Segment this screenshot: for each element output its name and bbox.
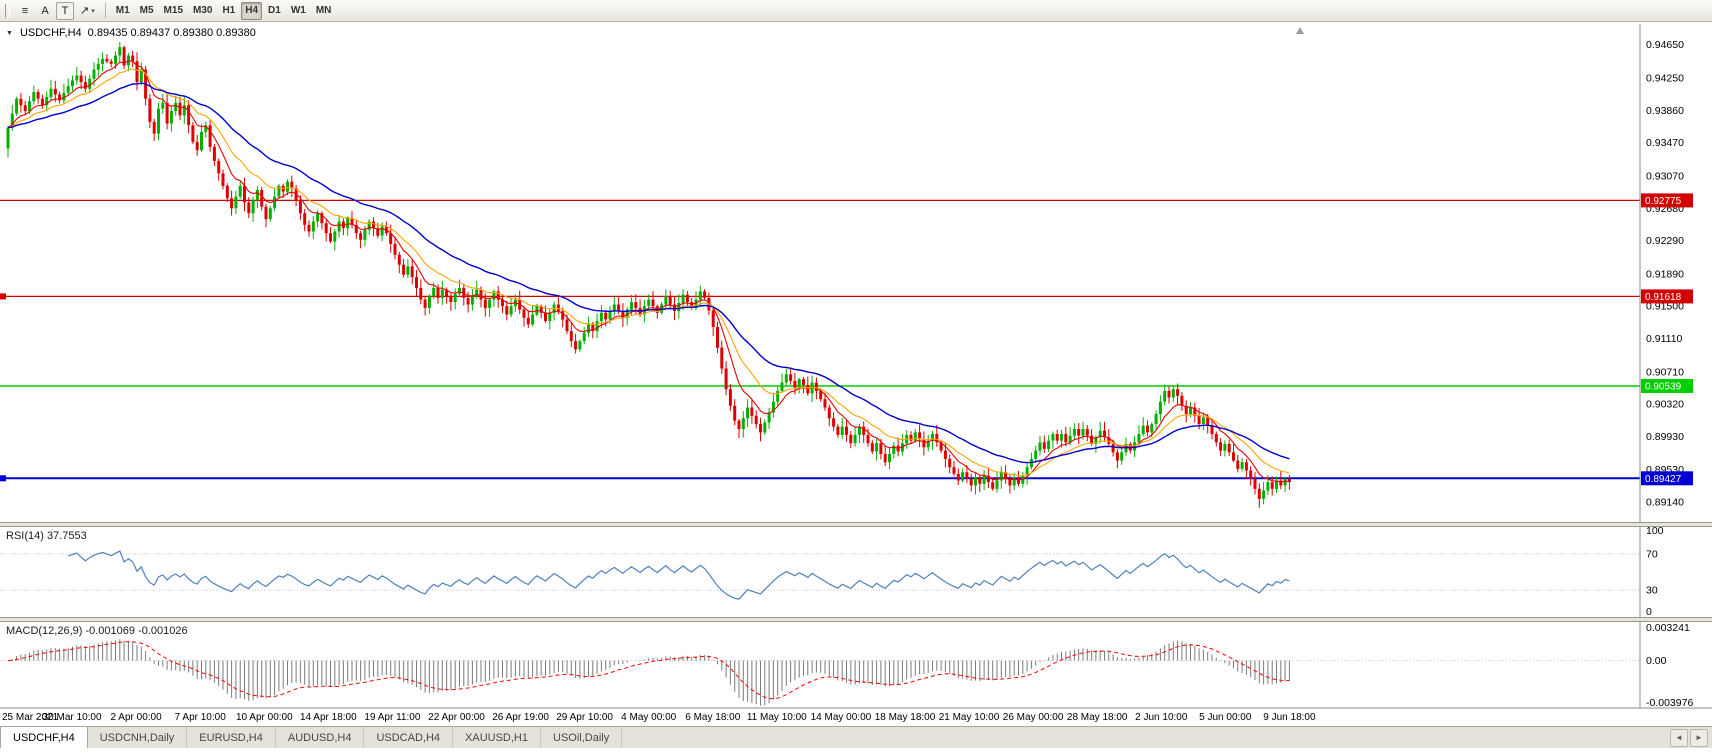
ma-fast-line xyxy=(7,60,1290,483)
level-lines xyxy=(0,199,1640,482)
tab-xauusd-h1[interactable]: XAUUSD,H1 xyxy=(453,727,541,748)
svg-text:0.92775: 0.92775 xyxy=(1645,196,1682,207)
charts-list-icon[interactable]: ≡ xyxy=(21,4,29,17)
svg-text:0.92290: 0.92290 xyxy=(1646,235,1684,247)
svg-text:0.93070: 0.93070 xyxy=(1646,170,1684,182)
timeframe-m5[interactable]: M5 xyxy=(139,5,154,16)
rsi-line xyxy=(68,550,1290,600)
svg-text:2 Jun 10:00: 2 Jun 10:00 xyxy=(1135,712,1188,723)
toolbar-grip[interactable] xyxy=(5,3,10,18)
tab-usdcad-h4[interactable]: USDCAD,H4 xyxy=(364,727,454,748)
tab-usdcnh-daily[interactable]: USDCNH,Daily xyxy=(88,727,188,748)
rsi-indicator-label: RSI(14) 37.7553 xyxy=(6,530,87,542)
svg-text:0.93470: 0.93470 xyxy=(1646,137,1684,149)
price-level-tags: 0.92775 0.91618 0.90539 0.89427 xyxy=(1641,193,1693,486)
rsi-axis-labels: 100 70 30 0 xyxy=(1646,525,1664,618)
svg-text:28 May 18:00: 28 May 18:00 xyxy=(1067,712,1128,723)
toolbar: ≡ A T ↗ ▾ M1 M5 M15 M30 H1 H4 D1 W1 MN xyxy=(0,0,1712,22)
svg-text:30 Mar 10:00: 30 Mar 10:00 xyxy=(43,712,102,723)
svg-text:0.90710: 0.90710 xyxy=(1646,366,1684,378)
svg-text:22 Apr 00:00: 22 Apr 00:00 xyxy=(428,712,485,723)
svg-text:0.91890: 0.91890 xyxy=(1646,268,1684,280)
tab-usoil-daily[interactable]: USOil,Daily xyxy=(541,727,623,748)
svg-text:70: 70 xyxy=(1646,549,1658,561)
svg-text:30: 30 xyxy=(1646,585,1658,597)
svg-text:-0.003976: -0.003976 xyxy=(1646,697,1693,709)
svg-text:4 May 00:00: 4 May 00:00 xyxy=(621,712,676,723)
label-tool-icon[interactable]: T xyxy=(56,1,74,20)
svg-text:0.93860: 0.93860 xyxy=(1646,105,1684,117)
svg-text:10 Apr 00:00: 10 Apr 00:00 xyxy=(236,712,293,723)
svg-text:9 Jun 18:00: 9 Jun 18:00 xyxy=(1263,712,1316,723)
tab-eurusd-h4[interactable]: EURUSD,H4 xyxy=(187,727,276,748)
svg-text:0.91618: 0.91618 xyxy=(1645,292,1682,303)
toolbar-separator xyxy=(104,3,106,18)
timeframe-h1[interactable]: H1 xyxy=(222,5,236,16)
arrow-tool-icon[interactable]: ↗ ▾ xyxy=(80,5,95,17)
svg-text:5 Jun 00:00: 5 Jun 00:00 xyxy=(1199,712,1252,723)
macd-indicator-label: MACD(12,26,9) -0.001069 -0.001026 xyxy=(6,625,188,637)
svg-text:0.94250: 0.94250 xyxy=(1646,72,1684,84)
svg-text:0.90320: 0.90320 xyxy=(1646,399,1684,411)
panel-splitter-macd[interactable] xyxy=(0,617,1712,622)
macd-axis-labels: 0.003241 0.00 -0.003976 xyxy=(1646,622,1693,709)
dropdown-caret-icon: ▾ xyxy=(91,7,95,15)
rsi-level-lines xyxy=(0,553,1640,591)
macd-signal-line xyxy=(7,641,1290,700)
svg-text:0.003241: 0.003241 xyxy=(1646,622,1690,634)
svg-text:26 Apr 19:00: 26 Apr 19:00 xyxy=(492,712,549,723)
tab-usdchf-h4[interactable]: USDCHF,H4 xyxy=(0,727,88,748)
tab-scroll-left-icon[interactable]: ◄ xyxy=(1670,728,1688,747)
svg-text:0.89427: 0.89427 xyxy=(1645,474,1682,485)
svg-text:29 Apr 10:00: 29 Apr 10:00 xyxy=(556,712,613,723)
ma-slow-line xyxy=(7,82,1290,464)
svg-text:0.91500: 0.91500 xyxy=(1646,301,1684,313)
svg-text:19 Apr 11:00: 19 Apr 11:00 xyxy=(364,712,420,723)
svg-text:26 May 00:00: 26 May 00:00 xyxy=(1003,712,1064,723)
panel-splitter-rsi[interactable] xyxy=(0,522,1712,527)
chart-caption: ▼ USDCHF,H4 0.89435 0.89437 0.89380 0.89… xyxy=(6,27,256,39)
svg-text:21 May 10:00: 21 May 10:00 xyxy=(939,712,1000,723)
svg-text:11 May 10:00: 11 May 10:00 xyxy=(747,712,807,723)
chart-tab-bar: USDCHF,H4 USDCNH,Daily EURUSD,H4 AUDUSD,H4 U… xyxy=(0,726,1712,748)
svg-text:0.00: 0.00 xyxy=(1646,655,1667,667)
tab-audusd-h4[interactable]: AUDUSD,H4 xyxy=(276,727,365,748)
timeframe-mn[interactable]: MN xyxy=(315,5,332,16)
time-axis[interactable] xyxy=(0,708,1640,726)
tab-scroll-right-icon[interactable]: ► xyxy=(1690,728,1708,747)
macd-histogram xyxy=(11,639,1290,706)
svg-text:0.91110: 0.91110 xyxy=(1646,333,1683,345)
timeframe-m30[interactable]: M30 xyxy=(193,5,213,16)
svg-text:7 Apr 10:00: 7 Apr 10:00 xyxy=(175,712,227,723)
ohlc-quotes: 0.89435 0.89437 0.89380 0.89380 xyxy=(87,27,256,39)
svg-text:0: 0 xyxy=(1646,606,1652,618)
ma-medium-line xyxy=(7,68,1290,477)
svg-text:18 May 18:00: 18 May 18:00 xyxy=(875,712,936,723)
symbol-dropdown-icon[interactable]: ▼ xyxy=(6,29,13,37)
svg-text:0.94650: 0.94650 xyxy=(1646,39,1684,51)
svg-text:14 May 00:00: 14 May 00:00 xyxy=(811,712,872,723)
svg-text:14 Apr 18:00: 14 Apr 18:00 xyxy=(300,712,357,723)
svg-text:0.90539: 0.90539 xyxy=(1645,382,1682,393)
chart-shift-marker xyxy=(1296,27,1304,34)
timeframe-w1[interactable]: W1 xyxy=(290,5,306,16)
svg-text:25 Mar 2021: 25 Mar 2021 xyxy=(2,712,59,723)
price-axis[interactable] xyxy=(1640,24,1712,708)
svg-text:100: 100 xyxy=(1646,525,1664,537)
svg-text:2 Apr 00:00: 2 Apr 00:00 xyxy=(111,712,163,723)
svg-text:6 May 18:00: 6 May 18:00 xyxy=(685,712,740,723)
timeframe-m15[interactable]: M15 xyxy=(163,5,183,16)
svg-text:0.89140: 0.89140 xyxy=(1646,497,1684,509)
svg-text:0.89930: 0.89930 xyxy=(1646,431,1684,443)
symbol-title: USDCHF,H4 xyxy=(19,27,82,39)
timeframe-m1[interactable]: M1 xyxy=(115,5,130,16)
text-tool-icon[interactable]: A xyxy=(41,4,49,17)
timeframe-d1[interactable]: D1 xyxy=(268,5,281,16)
timeframe-h4[interactable]: H4 xyxy=(241,1,263,20)
